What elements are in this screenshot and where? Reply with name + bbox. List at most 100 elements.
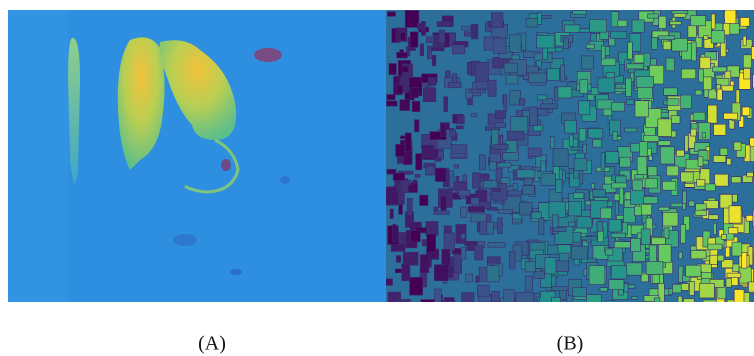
mosaic-cell	[565, 172, 570, 178]
mosaic-cell	[632, 179, 643, 191]
mosaic-cell	[392, 172, 406, 181]
mosaic-cell	[427, 45, 432, 60]
mosaic-cell	[460, 247, 467, 260]
mosaic-cell	[662, 212, 679, 227]
mosaic-cell	[472, 172, 481, 189]
mosaic-cell	[527, 147, 542, 157]
mosaic-cell	[589, 18, 608, 33]
mosaic-cell	[486, 256, 501, 263]
mosaic-cell	[658, 15, 667, 29]
mosaic-cell	[653, 297, 661, 302]
mosaic-cell	[623, 283, 629, 293]
mosaic-cell	[390, 243, 406, 252]
mosaic-cell	[704, 51, 718, 61]
mosaic-cell	[592, 139, 602, 148]
mosaic-cell	[563, 37, 569, 50]
mosaic-cell	[701, 132, 706, 139]
mosaic-cell	[728, 227, 739, 235]
mosaic-cell	[492, 188, 502, 192]
mosaic-cell	[691, 41, 697, 62]
mosaic-cell	[726, 158, 732, 166]
mosaic-cell	[551, 297, 561, 302]
mosaic-cell	[540, 173, 556, 186]
mosaic-cell	[644, 178, 658, 189]
mosaic-cell	[713, 222, 717, 235]
mosaic-cell	[461, 25, 471, 31]
mosaic-cell	[573, 192, 585, 199]
mosaic-cell	[742, 35, 747, 47]
mosaic-cell	[404, 10, 420, 28]
mosaic-cell	[433, 210, 450, 215]
mosaic-cell	[395, 301, 408, 302]
mosaic-cell	[448, 170, 455, 189]
mosaic-cell	[561, 169, 566, 183]
mosaic-cell	[733, 141, 742, 151]
mosaic-cell	[406, 197, 413, 216]
mosaic-cell	[716, 254, 725, 262]
mosaic-cell	[703, 76, 713, 91]
mosaic-cell	[626, 99, 635, 105]
mosaic-cell	[677, 295, 683, 302]
mosaic-cell	[712, 66, 727, 73]
mosaic-cell	[592, 189, 606, 198]
mosaic-cell	[410, 230, 421, 243]
mosaic-cell	[533, 271, 545, 280]
mosaic-cell	[448, 82, 462, 89]
mosaic-cell	[684, 135, 689, 153]
mosaic-cell	[433, 264, 449, 282]
mosaic-cell	[564, 120, 577, 134]
mosaic-cell	[451, 73, 458, 83]
mosaic-cell	[665, 57, 675, 72]
mosaic-cell	[409, 277, 423, 296]
mosaic-cell	[659, 146, 675, 165]
mosaic-cell	[519, 202, 533, 216]
mosaic-cell	[597, 77, 616, 94]
mosaic-cell	[491, 290, 500, 302]
panel-a-image	[8, 10, 386, 302]
mosaic-cell	[738, 115, 744, 128]
mosaic-cell	[618, 186, 624, 206]
mosaic-cell	[503, 94, 508, 112]
mosaic-cell	[582, 143, 587, 154]
mosaic-cell	[739, 17, 750, 27]
mosaic-cell	[476, 284, 490, 297]
mosaic-cell	[479, 154, 486, 171]
mosaic-cell	[419, 254, 430, 273]
mosaic-cell	[609, 30, 628, 39]
mosaic-cell	[554, 260, 569, 272]
mosaic-cell	[579, 79, 589, 94]
panel-caption: (A)	[198, 333, 226, 355]
mosaic-cell	[536, 94, 548, 101]
mosaic-cell	[721, 234, 727, 240]
mosaic-cell	[742, 54, 752, 69]
mosaic-cell	[657, 118, 672, 137]
mosaic-cell	[434, 157, 442, 162]
mosaic-cell	[601, 45, 606, 60]
mosaic-cell	[469, 89, 486, 94]
mosaic-cell	[444, 297, 455, 302]
mosaic-cell	[690, 15, 706, 27]
panel-caption: (B)	[557, 333, 584, 355]
mosaic-cell	[540, 103, 558, 109]
mosaic-cell	[652, 274, 660, 284]
mosaic-cell	[451, 44, 466, 55]
mosaic-cell	[486, 221, 494, 235]
mosaic-cell	[415, 227, 427, 234]
mosaic-cell	[731, 102, 741, 122]
mosaic-cell	[709, 254, 718, 265]
mosaic-cell	[419, 194, 429, 206]
mosaic-cell	[691, 122, 698, 130]
mosaic-cell	[731, 194, 738, 203]
mosaic-cell	[610, 11, 619, 28]
mosaic-cell	[568, 134, 574, 147]
mosaic-cell	[703, 35, 709, 40]
mosaic-cell	[509, 34, 522, 53]
mosaic-cell	[518, 98, 525, 106]
mosaic-cell	[433, 206, 439, 211]
mosaic-cell	[678, 251, 683, 259]
mosaic-cell	[538, 217, 545, 235]
mosaic-cell	[399, 77, 410, 93]
mosaic-cell	[496, 162, 512, 168]
mosaic-cell	[578, 100, 591, 116]
mosaic-cell	[675, 149, 685, 157]
